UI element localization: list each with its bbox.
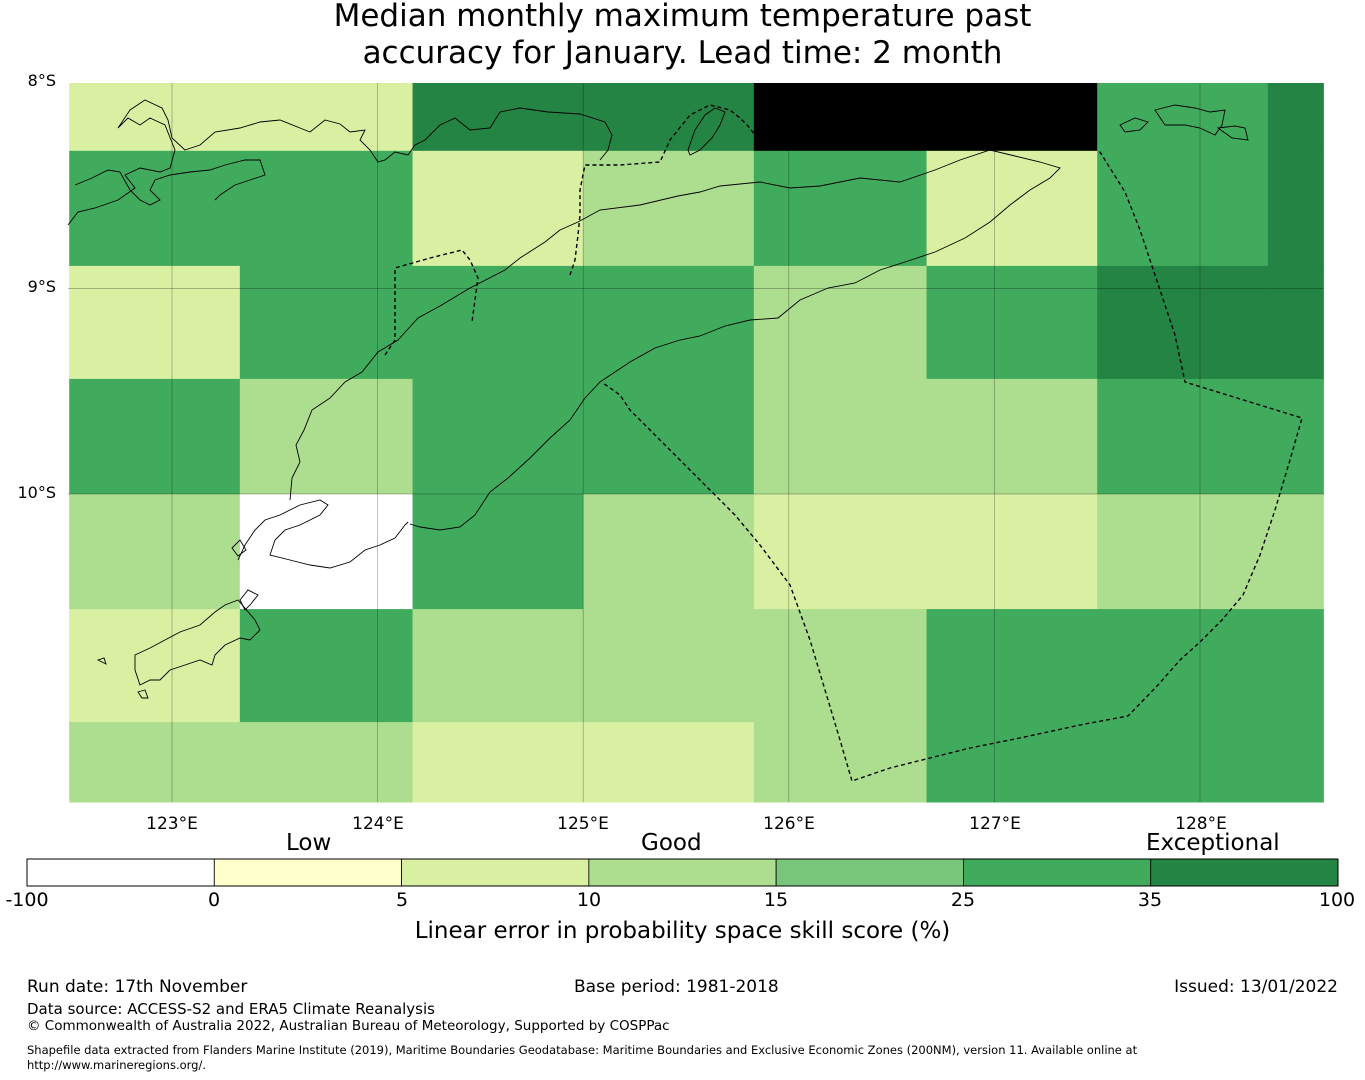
grid-cell <box>239 609 414 723</box>
grid-cell <box>583 83 755 152</box>
grid-cell <box>69 494 241 610</box>
grid-cell <box>412 150 584 267</box>
grid-cell <box>69 722 241 803</box>
grid-cell <box>239 265 414 380</box>
grid-cell <box>1097 722 1269 803</box>
grid-cell <box>69 265 241 380</box>
grid-cell <box>926 83 1098 152</box>
coastline-wetar <box>1024 85 1044 105</box>
colorbar-tick: 25 <box>950 889 976 911</box>
coastline-east-islands <box>1119 104 1249 141</box>
coastline-sumba <box>96 599 261 699</box>
grid-cell <box>1097 265 1269 380</box>
grid-cell <box>239 494 414 610</box>
grid-cell <box>583 722 755 803</box>
grid-cell <box>1097 494 1269 610</box>
grid-cell <box>926 609 1098 723</box>
skill-grid <box>69 83 1324 803</box>
grid-cell <box>1267 609 1324 723</box>
grid-cell <box>69 609 241 723</box>
issued-date: Issued: 13/01/2022 <box>1174 977 1338 997</box>
coastline-flores <box>67 99 613 226</box>
grid-cell <box>1267 378 1324 495</box>
grid-cell <box>753 609 928 723</box>
grid-cell <box>239 722 414 803</box>
lon-label-128e: 128°E <box>1175 814 1227 834</box>
lat-label-9s: 9°S <box>27 277 56 296</box>
grid-cell <box>412 378 584 495</box>
grid-cell <box>1267 83 1324 152</box>
lon-label-126e: 126°E <box>763 814 815 834</box>
grid-cell <box>753 265 928 380</box>
colorbar-tick: 100 <box>1318 889 1356 911</box>
legend-category-low: Low <box>286 830 332 856</box>
chart-title-line-2: accuracy for January. Lead time: 2 month <box>362 35 1003 71</box>
grid-cell <box>69 83 241 152</box>
coastline-timor <box>289 149 1061 531</box>
colorbar-tick: 15 <box>763 889 789 911</box>
coastlines <box>67 85 1249 699</box>
grid-cell <box>1097 150 1269 267</box>
grid-cell <box>926 265 1098 380</box>
grid-cell <box>239 83 414 152</box>
grid-cell <box>412 494 584 610</box>
colorbar-tick: 0 <box>207 889 221 911</box>
grid-cell <box>1267 150 1324 267</box>
legend-category-exceptional: Exceptional <box>1146 830 1280 856</box>
graticule <box>68 83 1324 802</box>
grid-cell <box>1097 378 1269 495</box>
grid-cell <box>239 150 414 267</box>
legend-category-good: Good <box>641 830 702 856</box>
lat-label-8s: 8°S <box>27 71 56 90</box>
base-period: Base period: 1981-2018 <box>574 977 779 997</box>
grid-cell <box>1267 265 1324 380</box>
grid-cell <box>926 722 1098 803</box>
data-source: Data source: ACCESS-S2 and ERA5 Climate … <box>27 1000 435 1018</box>
colorbar-label: Linear error in probability space skill … <box>414 918 951 944</box>
grid-cell <box>412 265 584 380</box>
grid-cell <box>1267 722 1324 803</box>
colorbar-tick: 5 <box>395 889 409 911</box>
eez-boundary <box>384 104 1303 782</box>
grid-cell <box>239 378 414 495</box>
grid-cell <box>926 150 1098 267</box>
run-date: Run date: 17th November <box>27 977 248 997</box>
lon-label-123e: 123°E <box>146 814 198 834</box>
grid-cell <box>1097 609 1269 723</box>
lon-label-125e: 125°E <box>557 814 609 834</box>
grid-cell <box>412 609 584 723</box>
grid-cell <box>753 494 928 610</box>
grid-cell <box>583 265 755 380</box>
colorbar-tick: 35 <box>1137 889 1163 911</box>
copyright: © Commonwealth of Australia 2022, Austra… <box>27 1018 670 1034</box>
shapefile-credit: Shapefile data extracted from Flanders M… <box>27 1043 1138 1072</box>
lat-label-10s: 10°S <box>17 483 56 502</box>
colorbar-tick: 10 <box>576 889 602 911</box>
grid-cell <box>583 378 755 495</box>
grid-cell <box>1097 83 1269 152</box>
coastline-rote <box>237 499 409 569</box>
coastline-pantar-lines <box>74 159 266 206</box>
grid-cell <box>583 494 755 610</box>
grid-cell <box>753 83 928 152</box>
grid-cell <box>412 83 584 152</box>
chart-title-line-1: Median monthly maximum temperature past <box>333 0 1032 34</box>
coastline-sawu <box>231 539 259 611</box>
grid-cell <box>926 494 1098 610</box>
colorbar-tick: -100 <box>5 889 49 911</box>
grid-cell <box>69 150 241 267</box>
lon-label-124e: 124°E <box>352 814 404 834</box>
grid-cell <box>69 378 241 495</box>
eez-boundary-timor-leste <box>384 104 1303 782</box>
grid-cell <box>753 150 928 267</box>
grid-cell <box>753 722 928 803</box>
grid-cell <box>412 722 584 803</box>
coastline-alor <box>687 107 726 156</box>
lon-label-127e: 127°E <box>969 814 1021 834</box>
grid-cell <box>1267 494 1324 610</box>
grid-cell <box>583 609 755 723</box>
grid-cell <box>926 378 1098 495</box>
grid-cell <box>753 378 928 495</box>
